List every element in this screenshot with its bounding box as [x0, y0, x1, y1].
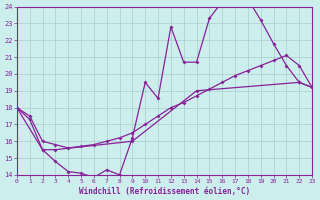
X-axis label: Windchill (Refroidissement éolien,°C): Windchill (Refroidissement éolien,°C)	[79, 187, 250, 196]
